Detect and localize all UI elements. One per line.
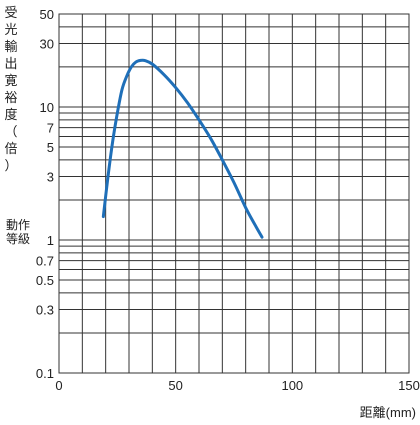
grid bbox=[58, 13, 410, 374]
y-tick-label: 0.5 bbox=[36, 273, 54, 288]
y-axis-label-char: 出 bbox=[4, 56, 18, 71]
x-axis-label: 距離(mm) bbox=[359, 405, 416, 420]
y-tick-label: 30 bbox=[40, 37, 54, 52]
y-tick-label: 0.3 bbox=[36, 303, 54, 318]
y-tick-label: 7 bbox=[47, 121, 54, 136]
y-axis-label-char: 光 bbox=[4, 22, 18, 37]
y-axis-label-char: ） bbox=[4, 158, 18, 173]
y-tick-label: 50 bbox=[40, 7, 54, 22]
plot-frame bbox=[58, 13, 410, 374]
x-tick-labels: 0 50 100 150 bbox=[55, 378, 419, 393]
series-line bbox=[101, 58, 264, 239]
x-tick-label: 150 bbox=[398, 378, 420, 393]
y-tick-label: 1 bbox=[47, 233, 54, 248]
y-axis-label-char: 裕 bbox=[4, 90, 18, 105]
y-tick-label: 3 bbox=[47, 170, 54, 185]
y-axis-label: 受光輸出寛裕度 （ 倍 ） bbox=[3, 4, 19, 174]
x-tick-label: 50 bbox=[168, 378, 182, 393]
y-tick-label: 0.1 bbox=[36, 366, 54, 381]
y-axis-label-char: （ bbox=[4, 124, 18, 139]
y-tick-label: 10 bbox=[40, 100, 54, 115]
x-tick-label: 100 bbox=[281, 378, 303, 393]
y-axis-label-char: 寛 bbox=[4, 73, 18, 88]
y-axis-label-char: 受 bbox=[4, 5, 18, 20]
y-tick-labels: 50 30 10 7 5 3 1 0.7 0.5 0.3 0.1 bbox=[36, 7, 54, 381]
operating-level-line: 動作 bbox=[6, 217, 31, 232]
x-tick-label: 0 bbox=[55, 378, 62, 393]
y-axis-label-char: 倍 bbox=[4, 141, 18, 156]
operating-level-line: 等級 bbox=[6, 231, 31, 246]
operating-level-annotation: 動作 等級 bbox=[6, 218, 30, 246]
series-group bbox=[101, 58, 264, 239]
y-tick-label: 5 bbox=[47, 140, 54, 155]
y-tick-label: 0.7 bbox=[36, 254, 54, 269]
y-axis-label-char: 度 bbox=[4, 107, 18, 122]
y-axis-label-char: 輸 bbox=[4, 39, 18, 54]
